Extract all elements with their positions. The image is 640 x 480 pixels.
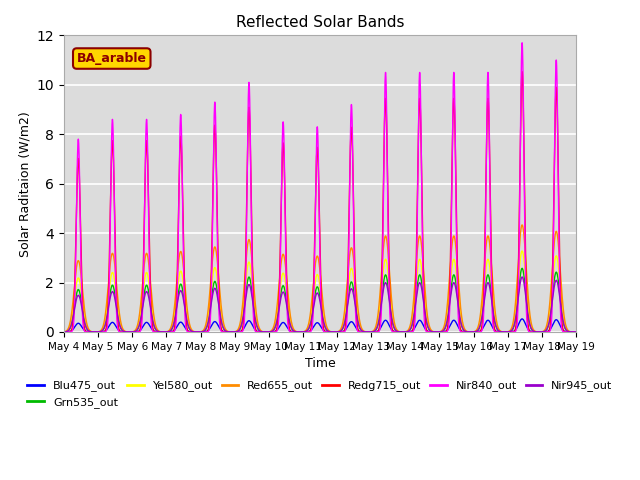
Yel580_out <box>170 318 177 324</box>
Redg715_out <box>518 69 526 74</box>
Nir945_out <box>170 322 177 327</box>
Nir840_out <box>572 329 580 335</box>
Nir840_out <box>60 329 68 335</box>
Line: Redg715_out: Redg715_out <box>64 72 576 332</box>
Nir840_out <box>390 329 398 335</box>
Redg715_out <box>572 329 580 335</box>
Grn535_out <box>390 325 398 331</box>
Line: Nir840_out: Nir840_out <box>64 43 576 332</box>
X-axis label: Time: Time <box>305 357 335 370</box>
Y-axis label: Solar Raditaion (W/m2): Solar Raditaion (W/m2) <box>18 111 31 256</box>
Redg715_out <box>252 326 259 332</box>
Nir945_out <box>518 274 526 280</box>
Blu475_out <box>252 327 259 333</box>
Blu475_out <box>170 328 177 334</box>
Grn535_out <box>60 329 68 335</box>
Redg715_out <box>390 329 398 335</box>
Grn535_out <box>518 265 526 271</box>
Yel580_out <box>572 329 580 335</box>
Redg715_out <box>164 329 172 335</box>
Nir945_out <box>463 329 471 335</box>
Yel580_out <box>570 329 578 335</box>
Blu475_out <box>60 329 68 335</box>
Nir840_out <box>252 329 259 335</box>
Line: Red655_out: Red655_out <box>64 225 576 332</box>
Yel580_out <box>252 312 259 318</box>
Red655_out <box>252 304 259 310</box>
Grn535_out <box>170 322 177 327</box>
Nir945_out <box>252 318 259 324</box>
Line: Blu475_out: Blu475_out <box>64 319 576 332</box>
Red655_out <box>390 319 398 325</box>
Redg715_out <box>570 329 578 335</box>
Legend: Blu475_out, Grn535_out, Yel580_out, Red655_out, Redg715_out, Nir840_out, Nir945_: Blu475_out, Grn535_out, Yel580_out, Red6… <box>23 376 617 412</box>
Nir945_out <box>164 329 172 335</box>
Red655_out <box>463 328 471 334</box>
Line: Yel580_out: Yel580_out <box>64 251 576 332</box>
Redg715_out <box>463 329 471 335</box>
Grn535_out <box>570 329 578 335</box>
Grn535_out <box>463 329 471 335</box>
Nir840_out <box>518 40 526 46</box>
Red655_out <box>518 222 526 228</box>
Redg715_out <box>60 329 68 335</box>
Blu475_out <box>572 329 580 335</box>
Nir945_out <box>572 329 580 335</box>
Title: Reflected Solar Bands: Reflected Solar Bands <box>236 15 404 30</box>
Yel580_out <box>60 329 68 335</box>
Yel580_out <box>463 329 471 335</box>
Nir840_out <box>170 329 177 335</box>
Red655_out <box>170 312 177 318</box>
Yel580_out <box>390 323 398 329</box>
Blu475_out <box>463 329 471 335</box>
Grn535_out <box>164 329 172 335</box>
Blu475_out <box>164 329 172 335</box>
Blu475_out <box>390 329 398 335</box>
Blu475_out <box>518 316 526 322</box>
Red655_out <box>60 329 68 335</box>
Red655_out <box>572 329 580 335</box>
Line: Grn535_out: Grn535_out <box>64 268 576 332</box>
Yel580_out <box>164 329 172 335</box>
Nir945_out <box>390 325 398 331</box>
Nir945_out <box>570 329 578 335</box>
Yel580_out <box>518 248 526 254</box>
Line: Nir945_out: Nir945_out <box>64 277 576 332</box>
Nir840_out <box>570 329 578 335</box>
Red655_out <box>570 329 578 335</box>
Blu475_out <box>570 329 578 335</box>
Nir945_out <box>60 329 68 335</box>
Nir840_out <box>164 329 172 335</box>
Grn535_out <box>572 329 580 335</box>
Redg715_out <box>170 328 177 334</box>
Nir840_out <box>463 329 471 335</box>
Grn535_out <box>252 318 259 324</box>
Red655_out <box>164 328 172 334</box>
Text: BA_arable: BA_arable <box>77 52 147 65</box>
